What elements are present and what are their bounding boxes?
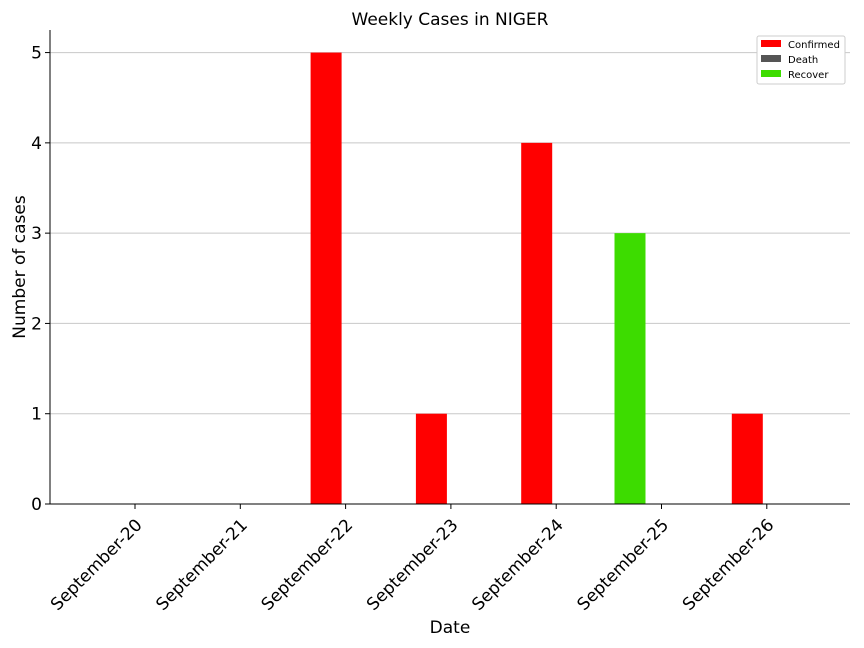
y-ticks: 0 1 2 3 4 5 [31, 44, 50, 515]
legend-swatch [761, 40, 781, 47]
bar-recover-september-25 [614, 233, 646, 504]
bar-confirmed-september-24 [521, 142, 553, 504]
bar-confirmed-september-22 [310, 52, 342, 504]
x-tick-label: September-21 [152, 515, 251, 614]
bar-confirmed-september-23 [415, 413, 447, 504]
x-tick-label: September-25 [574, 515, 673, 614]
x-tick-label: September-23 [363, 515, 462, 614]
x-tick-label: September-24 [468, 515, 567, 614]
y-tick-label: 1 [31, 405, 42, 425]
y-tick-label: 5 [31, 44, 42, 64]
bars [310, 52, 763, 504]
legend-label: Confirmed [788, 40, 840, 51]
x-tick-label: September-26 [679, 515, 778, 614]
y-tick-label: 2 [31, 314, 42, 334]
y-axis-label: Number of cases [10, 195, 30, 339]
legend-swatch [761, 70, 781, 77]
y-tick-label: 0 [31, 495, 42, 515]
chart-title: Weekly Cases in NIGER [352, 10, 549, 30]
bar-confirmed-september-26 [731, 413, 763, 504]
x-ticks: September-20 September-21 September-22 Sept… [47, 504, 778, 615]
legend-swatch [761, 55, 781, 62]
y-tick-label: 4 [31, 134, 42, 154]
legend-label: Recover [788, 70, 829, 81]
x-tick-label: September-20 [47, 515, 146, 614]
x-tick-label: September-22 [258, 515, 357, 614]
x-axis-label: Date [430, 618, 471, 638]
gridlines [50, 52, 850, 415]
axes [49, 30, 850, 505]
legend: Confirmed Death Recover [756, 35, 846, 85]
y-tick-label: 3 [31, 224, 42, 244]
legend-label: Death [788, 55, 818, 66]
